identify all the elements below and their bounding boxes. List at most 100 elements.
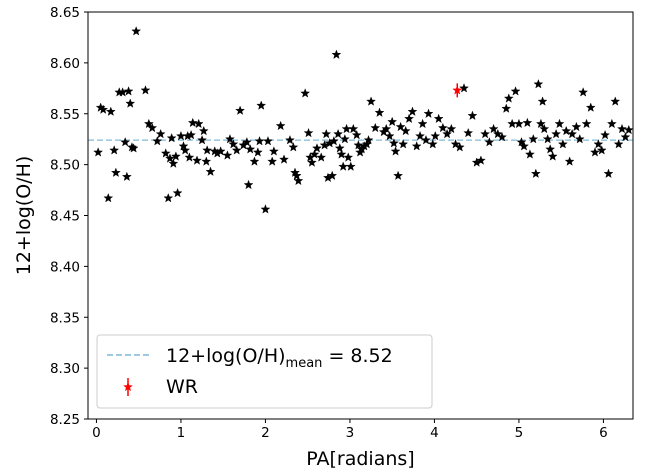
data-point-48	[231, 145, 242, 155]
data-point-45	[222, 150, 233, 160]
data-point-89	[343, 152, 354, 162]
data-point-64	[285, 135, 295, 145]
y-tick-label: 8.65	[50, 5, 80, 21]
data-point-106	[388, 138, 399, 148]
data-point-148	[533, 79, 544, 89]
data-point-46	[225, 134, 235, 144]
wr-point-0	[452, 85, 463, 95]
legend-mean-label: 12+log(O/H)mean = 8.52	[166, 345, 393, 371]
data-point-112	[404, 113, 415, 124]
data-point-120	[430, 130, 441, 141]
data-point-0	[93, 147, 104, 157]
data-point-165	[585, 102, 596, 112]
data-point-168	[596, 145, 607, 155]
data-point-67	[291, 170, 302, 181]
data-point-20	[155, 128, 166, 139]
data-point-173	[613, 139, 624, 149]
data-point-175	[620, 131, 631, 142]
data-point-151	[539, 123, 550, 134]
data-point-52	[243, 179, 254, 190]
data-point-90	[345, 161, 356, 171]
data-point-103	[381, 123, 392, 134]
legend-mean-sub: mean	[286, 356, 323, 371]
data-point-21	[160, 148, 171, 158]
data-point-83	[333, 128, 344, 139]
data-point-58	[260, 204, 271, 214]
data-point-110	[398, 139, 409, 149]
data-point-111	[400, 125, 411, 136]
data-point-98	[363, 135, 374, 145]
data-point-80	[327, 170, 338, 181]
data-point-155	[551, 128, 562, 139]
data-point-144	[522, 117, 533, 128]
data-point-136	[497, 131, 507, 142]
data-point-41	[205, 166, 216, 176]
data-point-142	[516, 137, 527, 147]
legend-mean-suffix: = 8.52	[322, 345, 392, 367]
x-tick-label: 3	[346, 425, 355, 441]
x-tick-label: 1	[177, 425, 186, 441]
data-point-5	[109, 145, 120, 155]
data-point-38	[198, 125, 209, 136]
data-point-35	[192, 155, 202, 165]
data-point-55	[252, 147, 263, 157]
data-point-132	[480, 128, 491, 139]
x-tick-label: 5	[515, 425, 524, 441]
data-point-100	[370, 122, 381, 133]
data-point-118	[423, 108, 434, 118]
data-point-157	[557, 139, 568, 149]
data-point-15	[131, 26, 142, 36]
data-point-117	[421, 135, 431, 145]
x-axis-ticks: 0 1 2 3 4 5 6	[92, 419, 608, 441]
data-point-140	[510, 86, 521, 96]
data-point-161	[571, 121, 582, 132]
data-point-163	[578, 87, 589, 97]
data-point-32	[184, 152, 195, 162]
data-point-104	[384, 130, 395, 141]
data-point-107	[390, 146, 401, 156]
data-point-44	[215, 146, 226, 156]
data-point-170	[603, 168, 614, 178]
data-point-65	[288, 142, 299, 152]
data-point-47	[228, 139, 239, 149]
data-point-34	[187, 117, 198, 128]
legend: 12+log(O/H)mean = 8.52 WR	[96, 334, 433, 409]
data-point-3	[103, 193, 114, 203]
data-point-146	[528, 134, 539, 144]
data-point-24	[166, 132, 177, 143]
data-point-141	[514, 118, 524, 129]
data-point-87	[339, 134, 350, 144]
y-tick-label: 8.35	[50, 310, 80, 326]
data-point-17	[143, 118, 154, 129]
data-point-158	[561, 125, 572, 136]
y-tick-label: 8.30	[50, 361, 80, 377]
data-point-109	[395, 121, 406, 132]
data-point-134	[488, 123, 499, 134]
data-point-10	[121, 171, 132, 182]
data-point-133	[484, 137, 495, 147]
legend-wr-label: WR	[166, 376, 198, 398]
y-tick-label: 8.40	[50, 259, 80, 275]
data-point-127	[459, 83, 469, 93]
data-point-116	[417, 118, 428, 129]
data-point-14	[128, 143, 139, 153]
data-point-27	[172, 187, 183, 198]
data-point-37	[197, 135, 207, 145]
data-point-23	[165, 153, 175, 163]
data-point-61	[268, 146, 279, 156]
data-point-129	[467, 110, 478, 120]
y-tick-label: 8.25	[50, 412, 80, 428]
data-point-174	[617, 123, 627, 134]
x-tick-label: 2	[261, 425, 270, 441]
data-point-119	[427, 139, 438, 149]
data-point-49	[235, 105, 246, 115]
data-point-92	[351, 129, 362, 140]
y-tick-label: 8.55	[50, 107, 80, 123]
data-point-152	[542, 134, 553, 144]
data-point-77	[321, 128, 332, 139]
data-point-26	[170, 151, 181, 161]
data-point-2	[98, 104, 109, 114]
y-tick-label: 8.45	[50, 209, 80, 225]
data-point-54	[249, 156, 260, 166]
